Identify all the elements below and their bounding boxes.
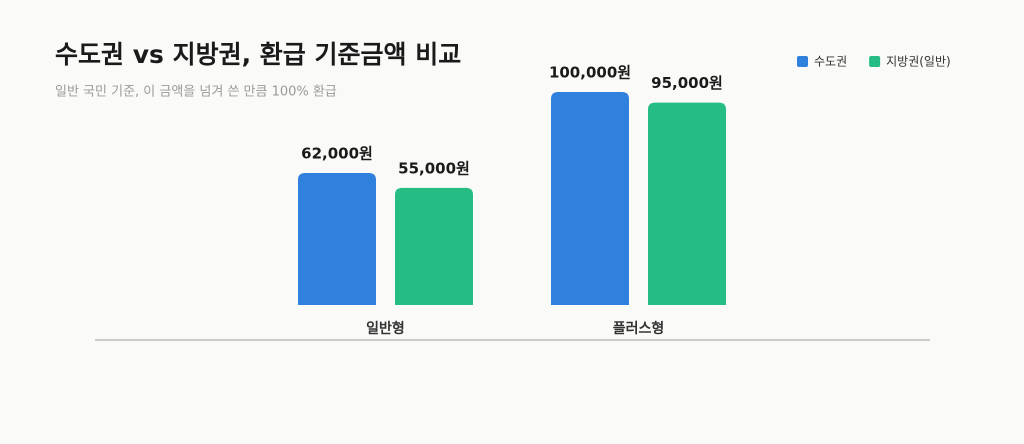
x-tick-label: 플러스형 [613, 320, 665, 337]
value-label: 95,000원 [651, 74, 723, 92]
chart-subtitle: 일반 국민 기준, 이 금액을 넘겨 쓴 만큼 100% 환급 [55, 85, 337, 100]
x-tick-label: 일반형 [366, 320, 405, 337]
legend-swatch [797, 56, 808, 67]
legend-label: 지방권(일반) [886, 55, 951, 69]
chart-title: 수도권 vs 지방권, 환급 기준금액 비교 [55, 40, 461, 69]
value-label: 100,000원 [549, 64, 631, 82]
value-label: 62,000원 [301, 144, 373, 162]
bar [298, 172, 376, 305]
legend-swatch [869, 56, 881, 67]
bar [648, 102, 726, 306]
value-label: 55,000원 [398, 159, 470, 177]
bar [551, 92, 629, 305]
legend-label: 수도권 [814, 55, 847, 69]
bar [395, 187, 473, 305]
